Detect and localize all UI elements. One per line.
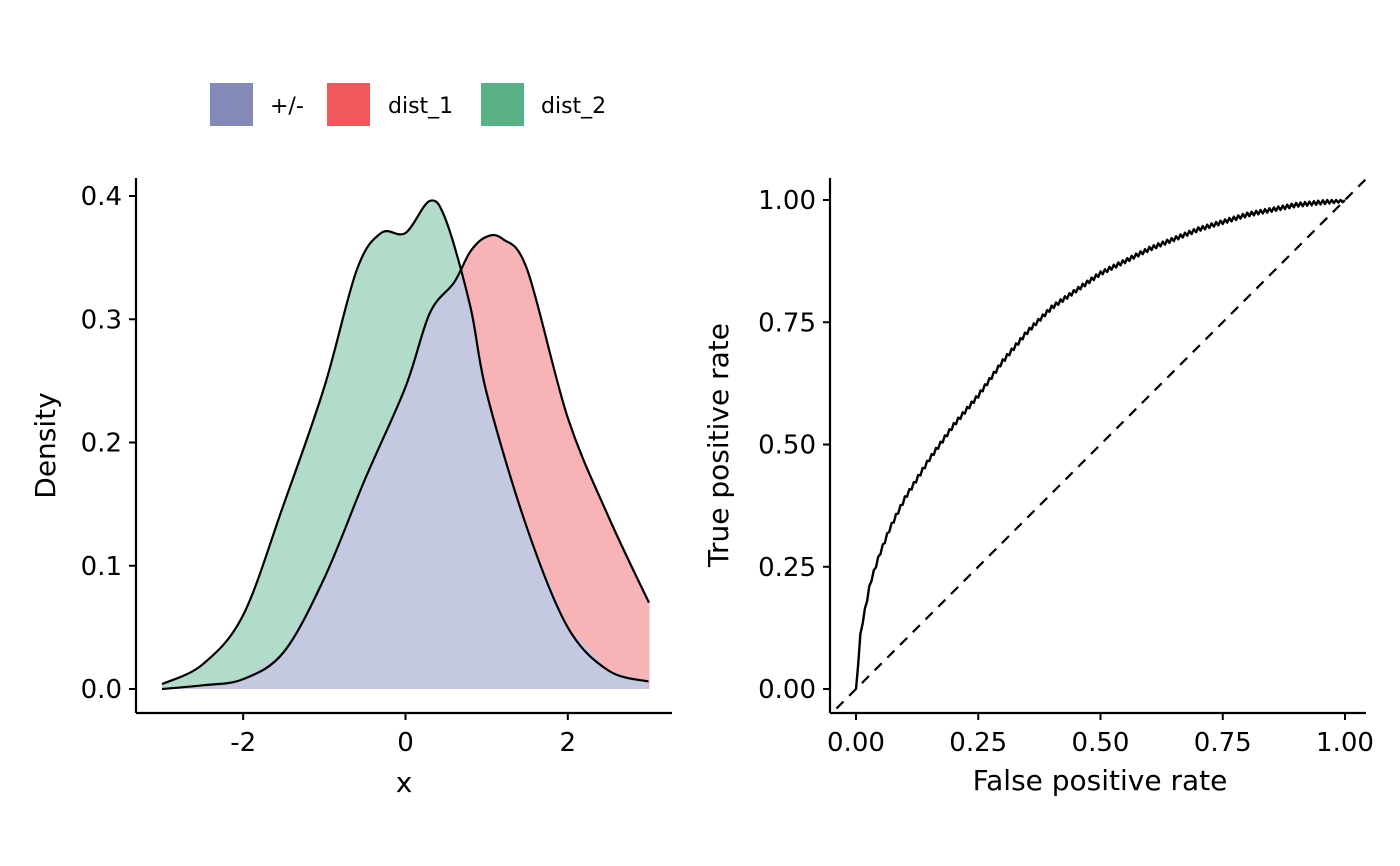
roc-x-tick-label: 1.00 xyxy=(1316,728,1374,758)
density-y-axis-title: Density xyxy=(29,392,62,498)
roc-x-tick-label: 0.50 xyxy=(1072,728,1130,758)
roc-y-tick-label: 0.00 xyxy=(758,675,816,705)
density-x-tick-label: 0 xyxy=(397,728,414,758)
density-y-tick-label: 0.4 xyxy=(81,182,122,212)
roc-y-tick-label: 0.50 xyxy=(758,431,816,461)
roc-y-tick-label: 0.75 xyxy=(758,308,816,338)
legend-label: +/- xyxy=(270,94,304,119)
density-y-tick-label: 0.2 xyxy=(81,429,122,459)
density-y-tick-label: 0.0 xyxy=(81,675,122,705)
legend-label: dist_2 xyxy=(541,94,606,119)
legend-label: dist_1 xyxy=(388,94,453,119)
roc-x-axis-title: False positive rate xyxy=(973,764,1228,797)
legend: +/- dist_1 dist_2 xyxy=(210,83,606,126)
roc-x-tick-label: 0.00 xyxy=(827,728,885,758)
legend-swatch-dist_2 xyxy=(481,83,524,126)
roc-y-tick-label: 1.00 xyxy=(758,186,816,216)
legend-swatch-dist_1 xyxy=(327,83,370,126)
density-plot-panel: -2 0 2 0.0 0.1 0.2 0.3 0.4 x Density xyxy=(29,178,672,799)
density-x-tick-label: 2 xyxy=(560,728,577,758)
roc-plot-panel: 0.00 0.25 0.50 0.75 1.00 0.00 0.25 0.50 0.75 1.00… xyxy=(702,178,1374,797)
roc-y-axis-title: True positive rate xyxy=(702,323,735,568)
density-x-tick-label: -2 xyxy=(230,728,256,758)
roc-diagonal-line xyxy=(836,178,1367,709)
legend-swatch- xyxy=(210,83,253,126)
density-y-tick-label: 0.1 xyxy=(81,552,122,582)
roc-x-tick-label: 0.25 xyxy=(949,728,1007,758)
roc-y-tick-label: 0.25 xyxy=(758,553,816,583)
roc-x-tick-label: 0.75 xyxy=(1194,728,1252,758)
density-y-tick-label: 0.3 xyxy=(81,305,122,335)
density-x-axis-title: x xyxy=(396,766,413,799)
